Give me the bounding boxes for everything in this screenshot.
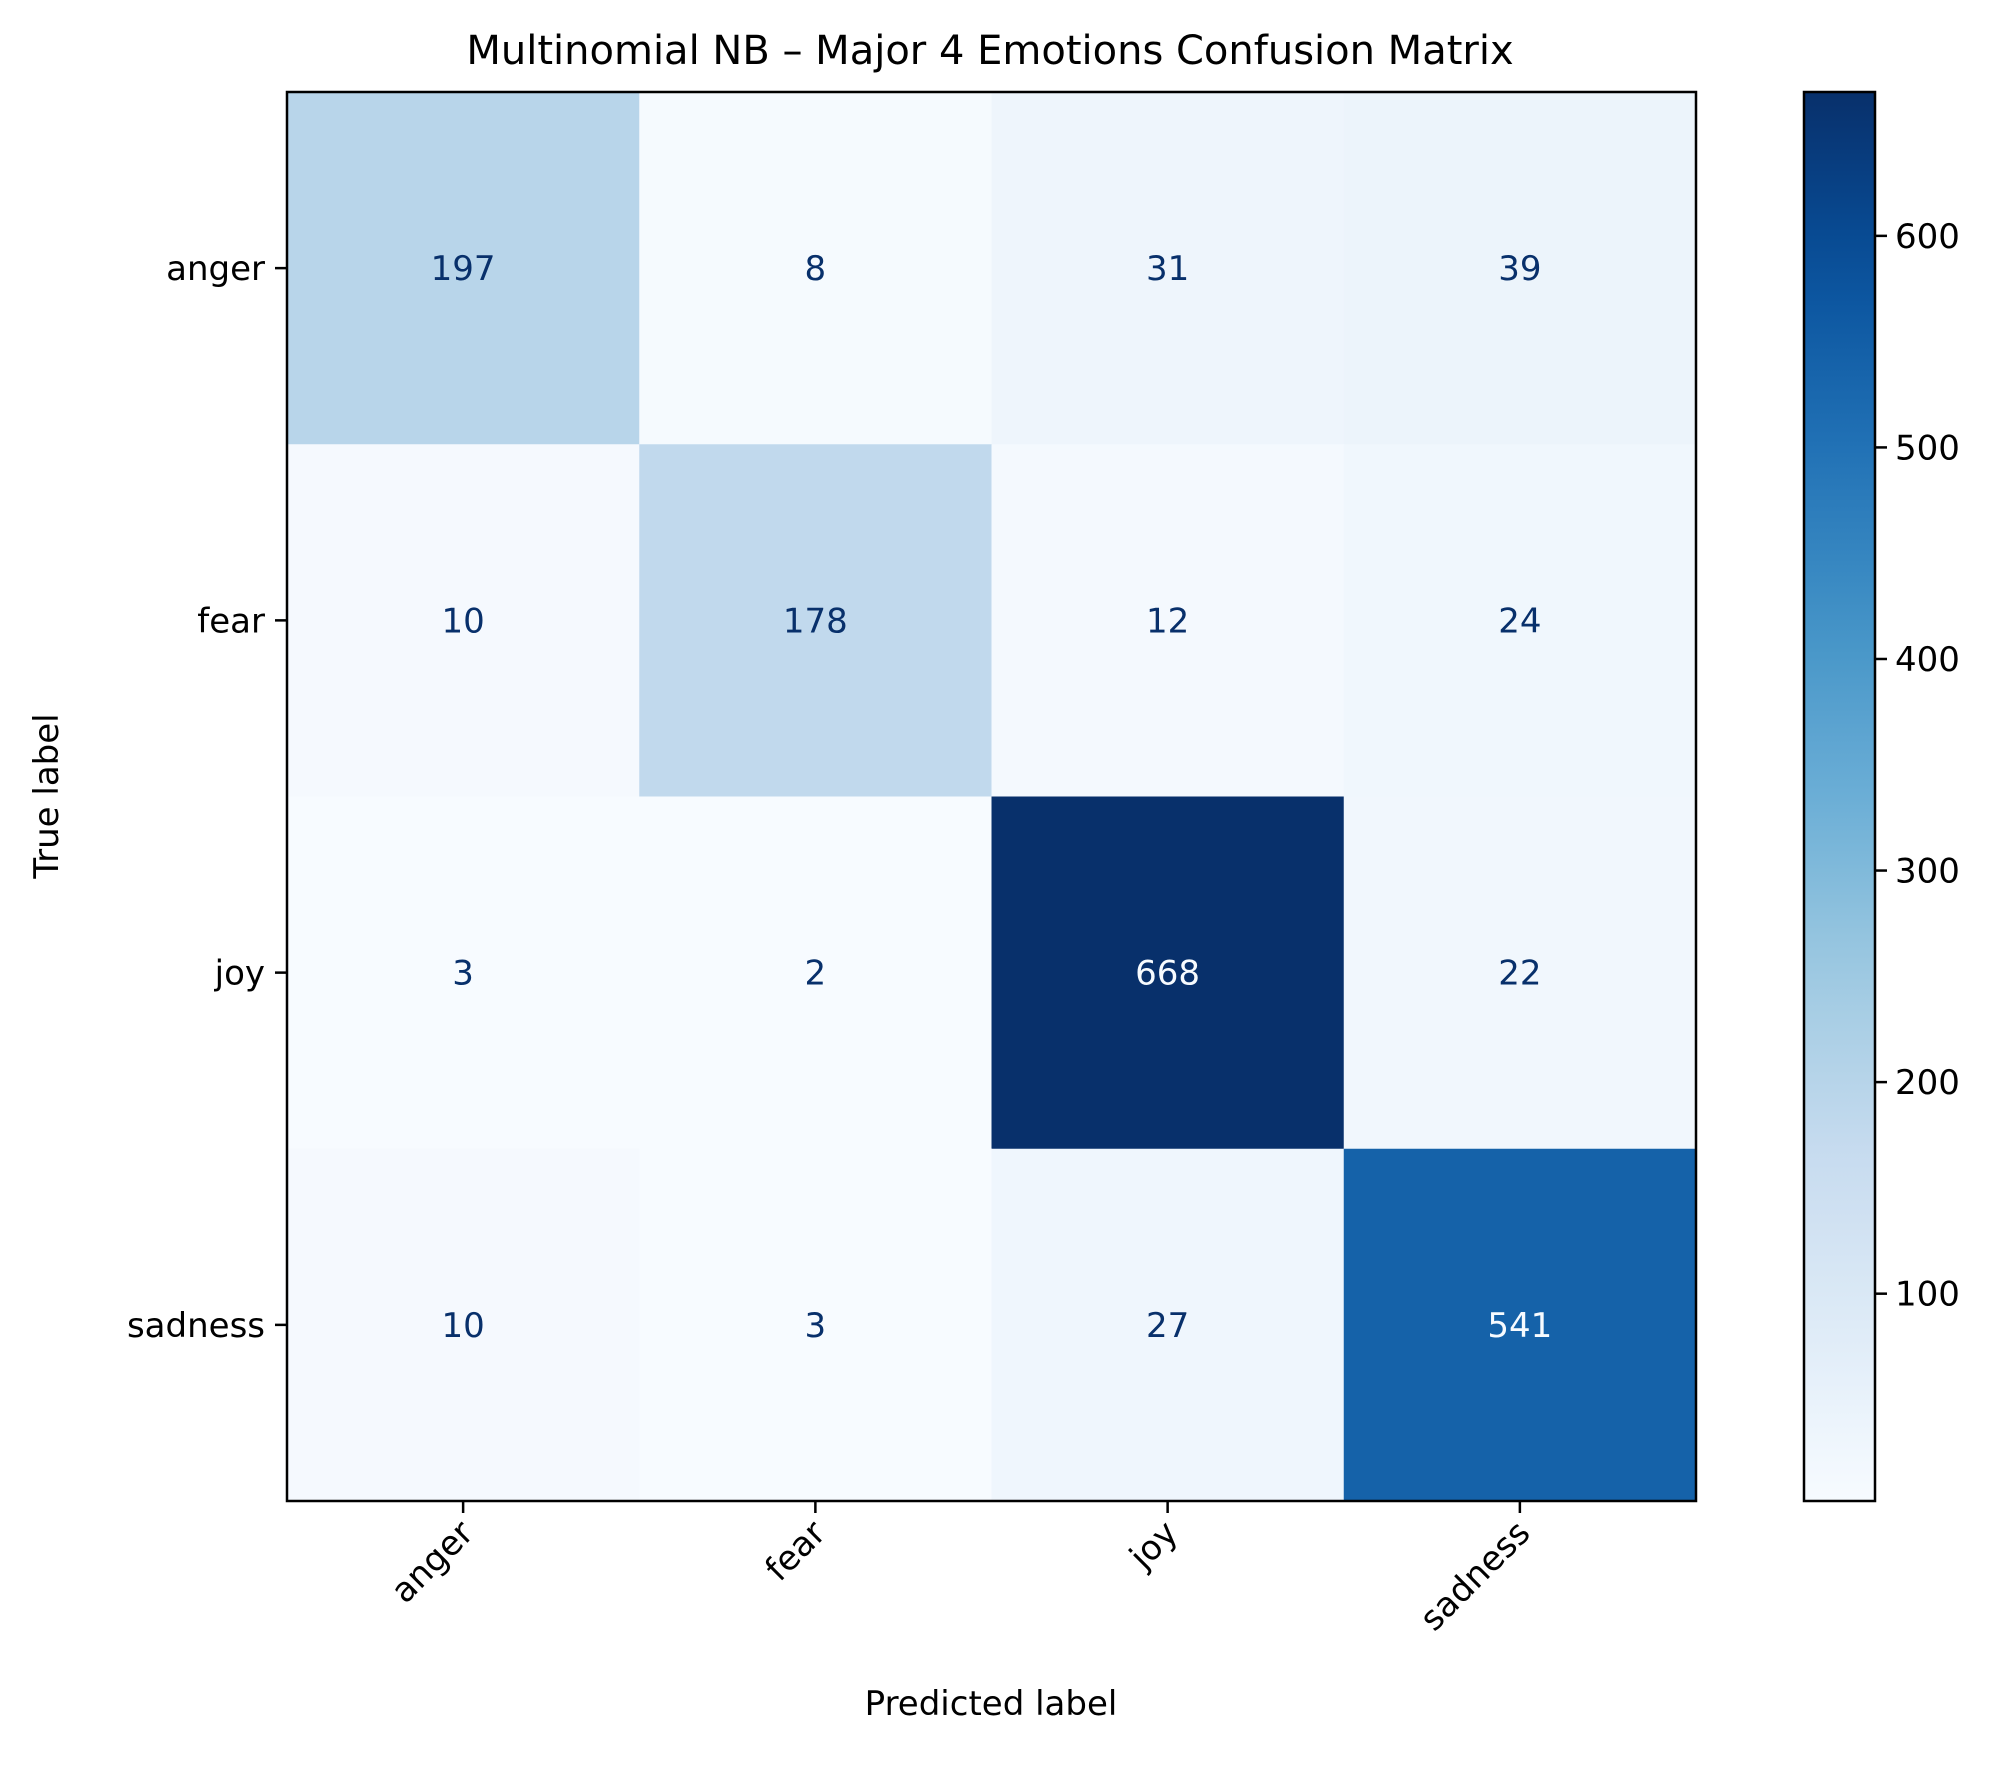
heatmap-cell-joy-anger — [287, 796, 640, 1150]
cell-value-label: 31 — [1146, 249, 1189, 289]
heatmap-cell-joy-fear — [639, 796, 993, 1150]
y-axis-label: True label — [27, 713, 67, 879]
cell-value-label: 2 — [805, 954, 827, 994]
y-tick-label: fear — [197, 601, 265, 641]
heatmap-cell-joy-joy — [991, 796, 1345, 1150]
cell-value-label: 668 — [1135, 954, 1200, 994]
cell-value-label: 27 — [1146, 1306, 1189, 1346]
y-tick-label: anger — [166, 249, 265, 289]
heatmap-cell-joy-sadness — [1343, 796, 1697, 1150]
colorbar-frame — [1802, 90, 1877, 1503]
colorbar-gradient — [1804, 92, 1875, 1501]
cell-value-label: 3 — [805, 1306, 827, 1346]
colorbar-tick-label: 300 — [1895, 852, 1960, 892]
cell-value-label: 24 — [1498, 601, 1541, 641]
x-tick-label: anger — [383, 1513, 481, 1611]
colorbar-tick-label: 600 — [1895, 217, 1960, 257]
heatmap-cell-anger-sadness — [1343, 92, 1697, 445]
heatmap-cell-sadness-anger — [287, 1148, 640, 1502]
colorbar: 100 200 300 400 500 600 — [1802, 90, 1960, 1503]
cell-value-label: 12 — [1146, 601, 1189, 641]
y-tick-label: joy — [214, 954, 265, 994]
cell-value-label: 541 — [1487, 1306, 1552, 1346]
y-axis-ticks: anger fear joy sadness — [127, 249, 287, 1346]
cell-value-label: 10 — [441, 601, 484, 641]
heatmap-cell-fear-joy — [991, 444, 1345, 798]
x-tick-label: fear — [758, 1513, 834, 1589]
colorbar-tick-label: 400 — [1895, 640, 1960, 680]
chart-title: Multinomial NB – Major 4 Emotions Confus… — [466, 28, 1513, 74]
cell-value-label: 8 — [805, 249, 827, 289]
heatmap-cell-sadness-fear — [639, 1148, 993, 1502]
x-tick-label: sadness — [1412, 1513, 1538, 1639]
cell-value-label: 10 — [441, 1306, 484, 1346]
heatmap-cell-anger-joy — [991, 92, 1345, 445]
cell-value-label: 178 — [783, 601, 848, 641]
heatmap-cell-sadness-sadness — [1343, 1148, 1697, 1502]
colorbar-tick-label: 500 — [1895, 428, 1960, 468]
colorbar-ticks: 100 200 300 400 500 600 — [1875, 217, 1960, 1315]
cell-value-label: 3 — [452, 954, 474, 994]
heatmap-cell-anger-fear — [639, 92, 993, 445]
heatmap-cell-fear-fear — [639, 444, 993, 798]
heatmap-cells — [287, 92, 1697, 1502]
heatmap-cell-anger-anger — [287, 92, 640, 445]
x-axis-ticks: anger fear joy sadness — [383, 1501, 1538, 1639]
heatmap-cell-labels: 197 8 31 39 10 178 12 24 3 2 668 22 10 3 27 541 — [431, 249, 1553, 1346]
plot-frame — [285, 90, 1698, 1503]
x-axis-label: Predicted label — [865, 1684, 1118, 1724]
cell-value-label: 22 — [1498, 954, 1541, 994]
cell-value-label: 39 — [1498, 249, 1541, 289]
cell-value-label: 197 — [431, 249, 496, 289]
colorbar-tick-label: 200 — [1895, 1063, 1960, 1103]
heatmap-cell-sadness-joy — [991, 1148, 1345, 1502]
y-tick-label: sadness — [127, 1306, 265, 1346]
colorbar-tick-label: 100 — [1895, 1275, 1960, 1315]
heatmap-cell-fear-anger — [287, 444, 640, 798]
heatmap-cell-fear-sadness — [1343, 444, 1697, 798]
x-tick-label: joy — [1121, 1513, 1186, 1578]
